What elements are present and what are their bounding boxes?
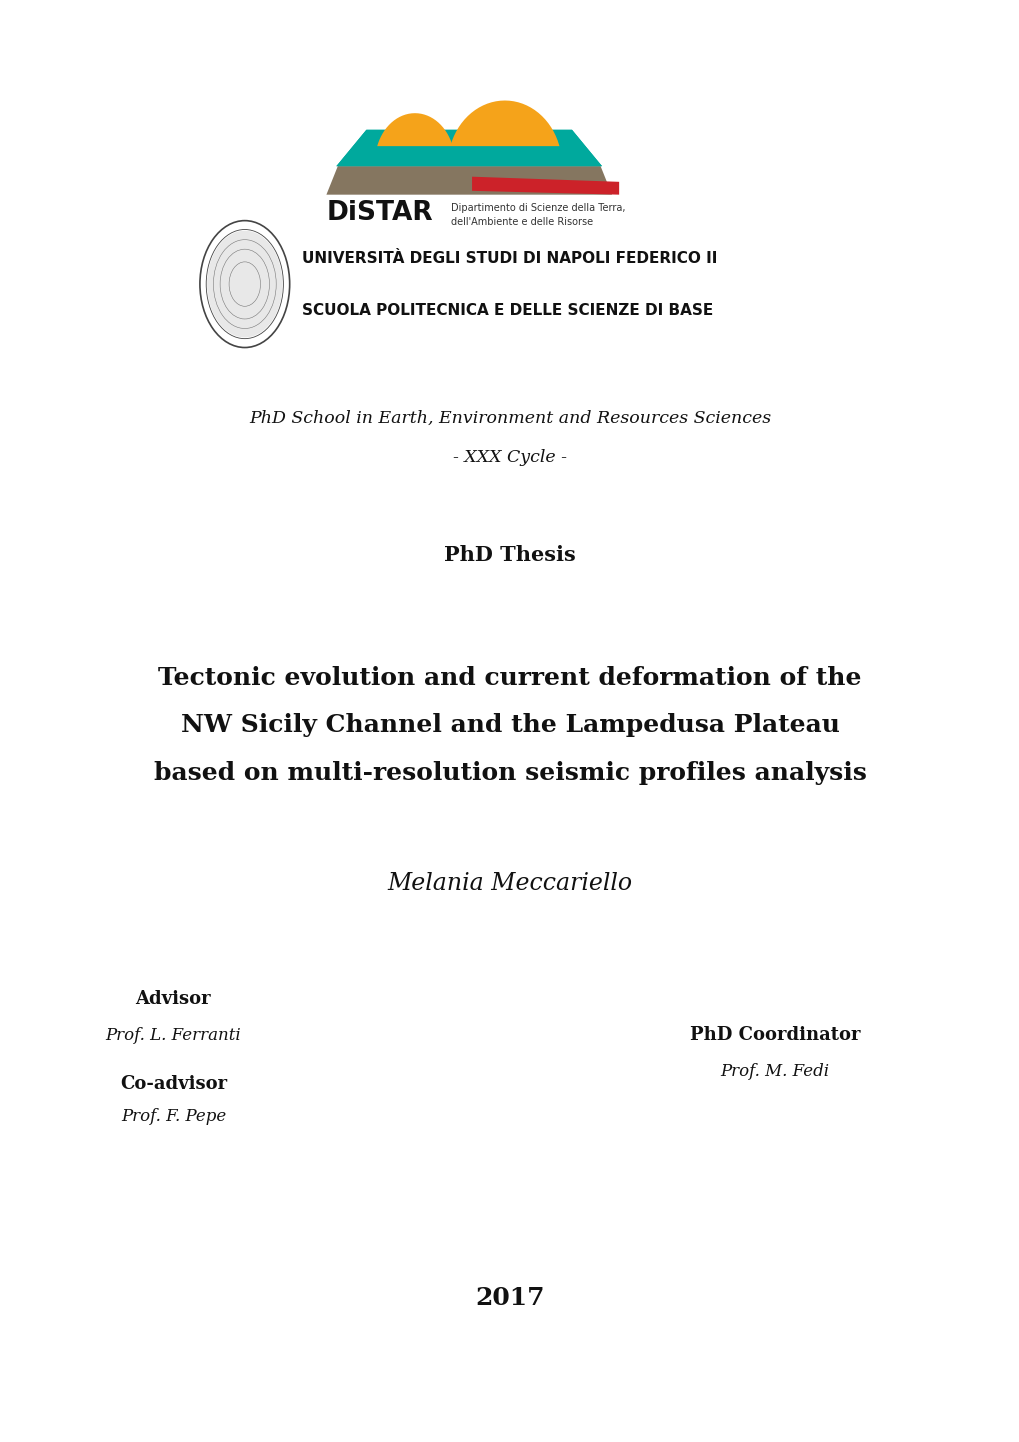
Text: Advisor: Advisor: [136, 991, 211, 1008]
Polygon shape: [336, 130, 601, 166]
Text: PhD Coordinator: PhD Coordinator: [689, 1027, 860, 1044]
Text: DiSTAR: DiSTAR: [326, 200, 433, 226]
Text: Melania Meccariello: Melania Meccariello: [387, 872, 632, 895]
Text: Prof. L. Ferranti: Prof. L. Ferranti: [105, 1027, 242, 1044]
Polygon shape: [447, 101, 561, 166]
Text: PhD School in Earth, Environment and Resources Sciences: PhD School in Earth, Environment and Res…: [249, 410, 770, 427]
Text: NW Sicily Channel and the Lampedusa Plateau: NW Sicily Channel and the Lampedusa Plat…: [180, 714, 839, 737]
Text: Prof. F. Pepe: Prof. F. Pepe: [120, 1107, 226, 1125]
Text: Dipartimento di Scienze della Terra,
dell'Ambiente e delle Risorse: Dipartimento di Scienze della Terra, del…: [450, 203, 625, 228]
Text: - XXX Cycle -: - XXX Cycle -: [452, 448, 567, 466]
Text: 2017: 2017: [475, 1286, 544, 1309]
Polygon shape: [326, 166, 611, 195]
Polygon shape: [375, 112, 454, 163]
Polygon shape: [336, 130, 601, 166]
Polygon shape: [336, 146, 601, 166]
Text: SCUOLA POLITECNICA E DELLE SCIENZE DI BASE: SCUOLA POLITECNICA E DELLE SCIENZE DI BA…: [302, 303, 712, 317]
Polygon shape: [472, 177, 619, 195]
Text: Prof. M. Fedi: Prof. M. Fedi: [720, 1063, 828, 1080]
Text: Tectonic evolution and current deformation of the: Tectonic evolution and current deformati…: [158, 666, 861, 689]
Text: based on multi-resolution seismic profiles analysis: based on multi-resolution seismic profil…: [154, 761, 865, 784]
Text: PhD Thesis: PhD Thesis: [443, 545, 576, 565]
Text: UNIVERSITÀ DEGLI STUDI DI NAPOLI FEDERICO II: UNIVERSITÀ DEGLI STUDI DI NAPOLI FEDERIC…: [302, 251, 716, 265]
Circle shape: [207, 231, 282, 337]
Text: Co-advisor: Co-advisor: [119, 1076, 227, 1093]
